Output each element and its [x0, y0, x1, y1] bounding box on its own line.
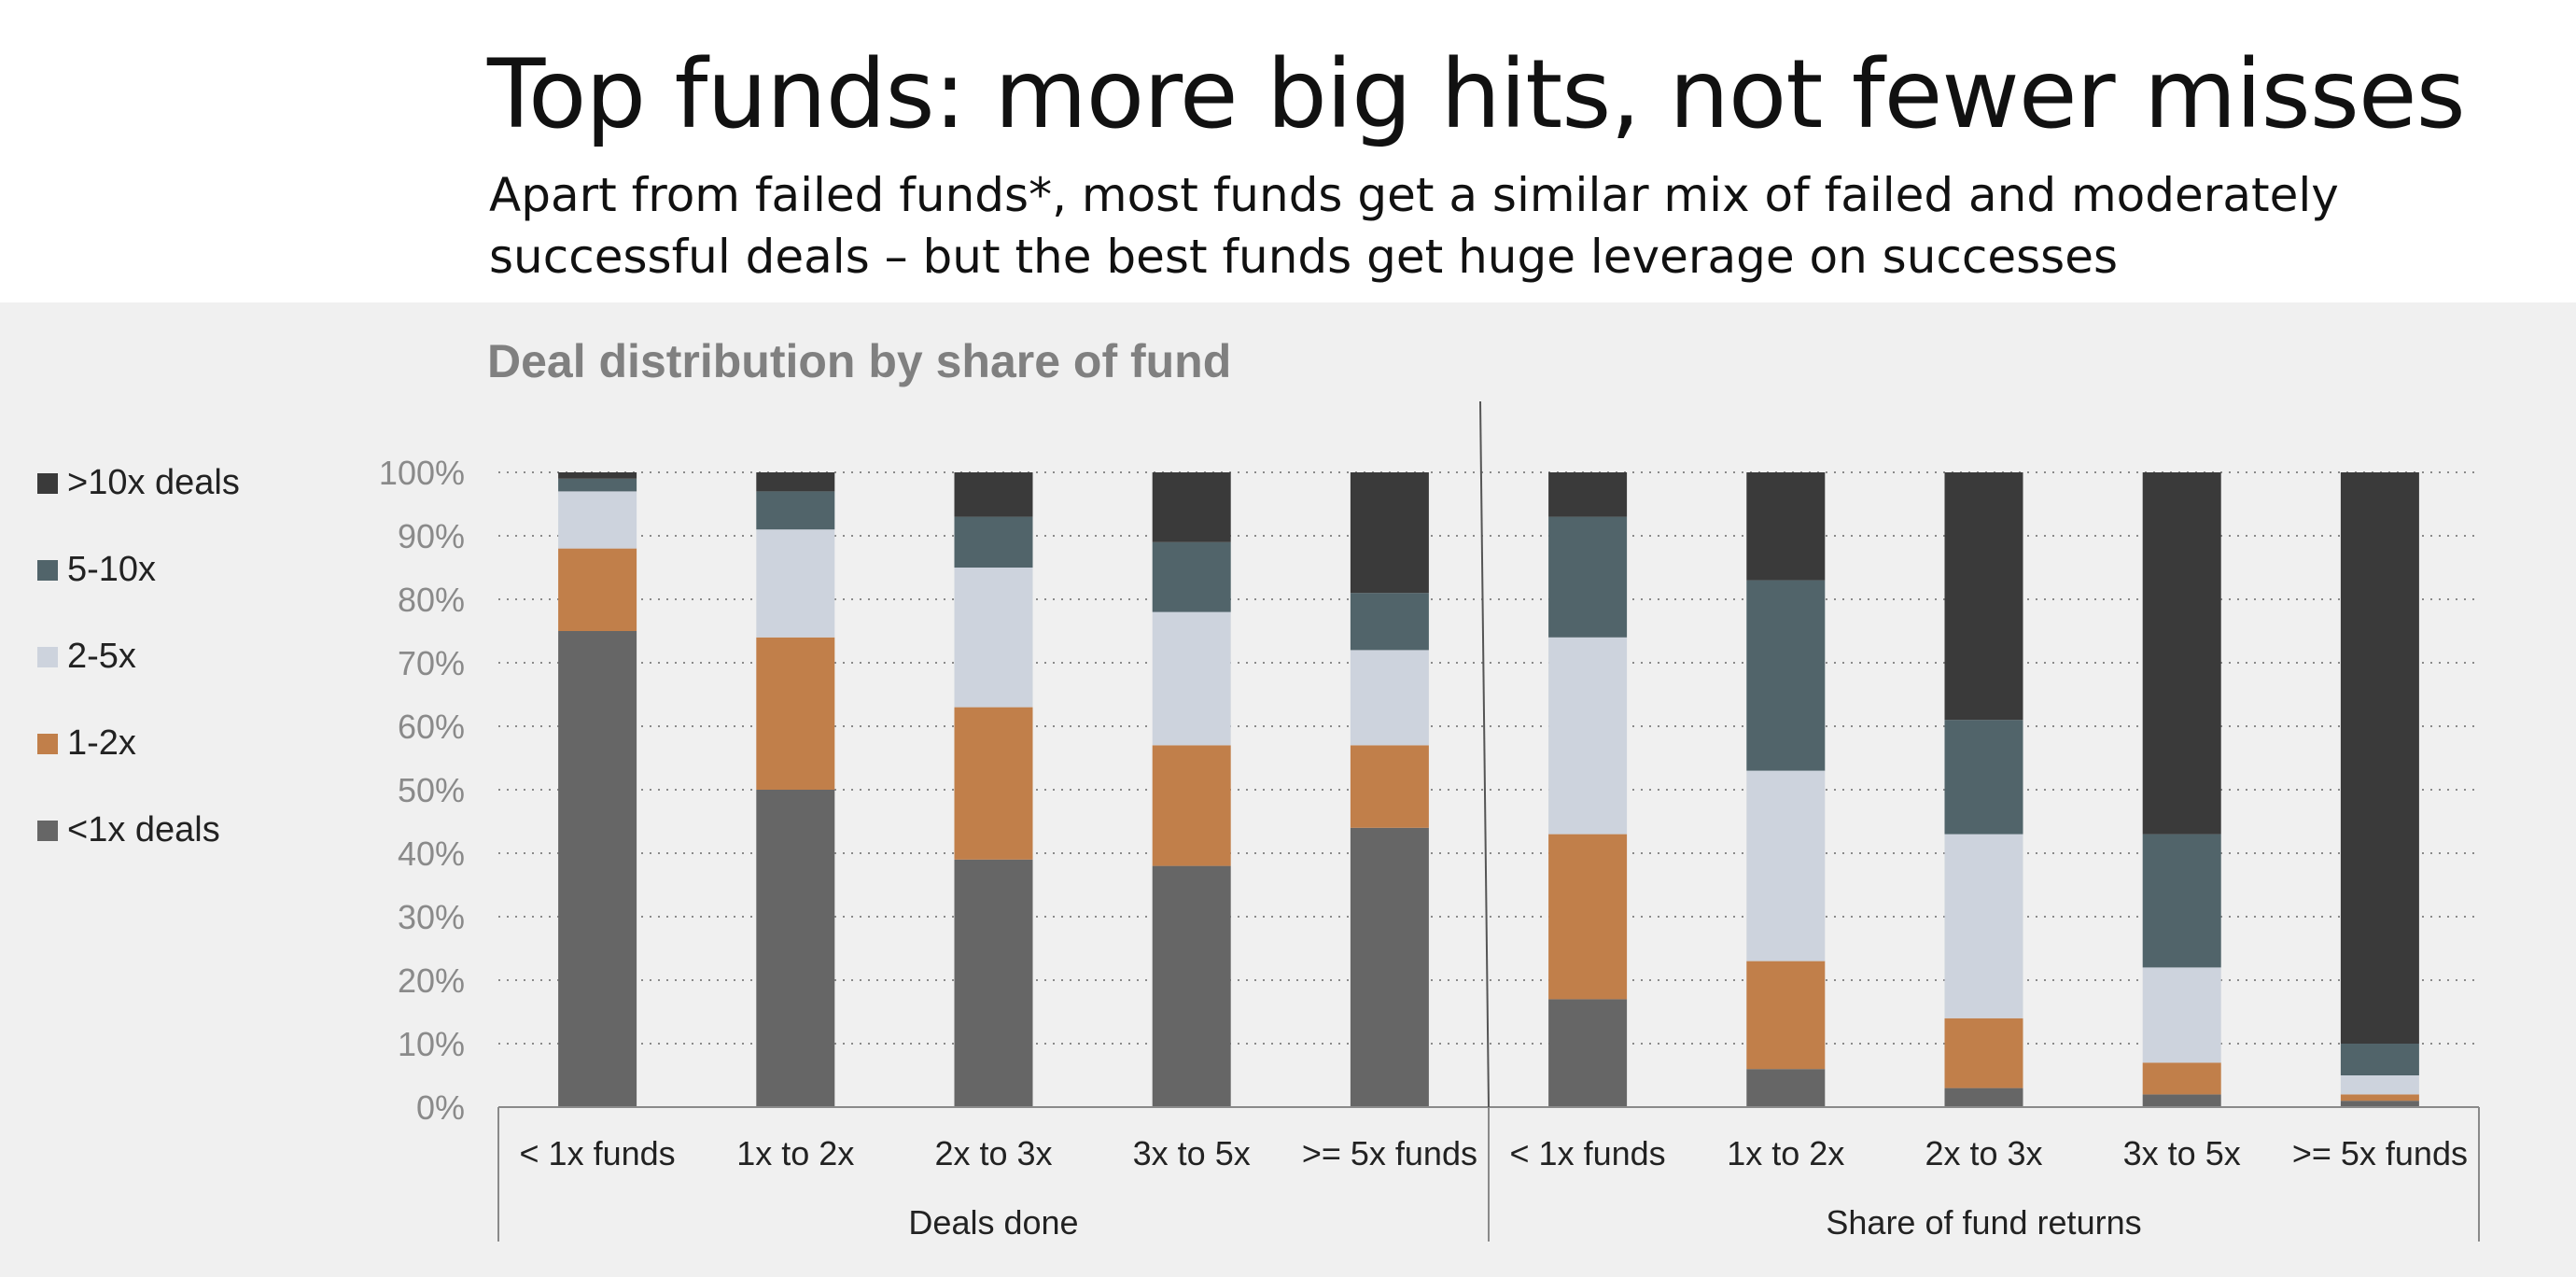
bar-segment — [1548, 999, 1628, 1107]
bar-segment — [1944, 472, 2023, 721]
bar-segment — [756, 637, 835, 790]
bar-segment — [2340, 1044, 2419, 1075]
x-tick-label: < 1x funds — [1510, 1134, 1666, 1172]
bar-segment — [1746, 770, 1826, 961]
bar-segment — [1152, 541, 1231, 612]
bar-segment — [756, 790, 835, 1107]
bar-segment — [954, 516, 1033, 568]
y-tick-label: 40% — [398, 835, 465, 873]
bar-segment — [1152, 745, 1231, 866]
bar-segment — [558, 491, 637, 549]
y-tick-label: 30% — [398, 898, 465, 936]
y-tick-label: 0% — [416, 1088, 465, 1127]
y-tick-label: 10% — [398, 1025, 465, 1063]
bar-segment — [558, 631, 637, 1107]
legend-item: <1x deals — [37, 810, 220, 850]
y-tick-label: 90% — [398, 517, 465, 555]
bar-segment — [1548, 472, 1628, 517]
x-tick-label: 2x to 3x — [1925, 1134, 2042, 1172]
bar-segment — [2340, 1094, 2419, 1102]
bar-segment — [954, 859, 1033, 1107]
bar-segment — [2142, 967, 2221, 1063]
legend-item: 1-2x — [37, 723, 136, 764]
group-label: Deals done — [908, 1203, 1078, 1242]
page-title: Top funds: more big hits, not fewer miss… — [487, 39, 2466, 150]
bar-segment — [756, 472, 835, 492]
bar-segment — [558, 478, 637, 492]
x-tick-label: >= 5x funds — [1302, 1134, 1477, 1172]
bar-segment — [1548, 834, 1628, 1000]
legend-item: 5-10x — [37, 550, 156, 590]
x-tick-label: < 1x funds — [520, 1134, 676, 1172]
x-tick-label: 1x to 2x — [1727, 1134, 1844, 1172]
x-tick-label: >= 5x funds — [2292, 1134, 2468, 1172]
x-tick-label: 1x to 2x — [736, 1134, 854, 1172]
legend-label: 5-10x — [67, 550, 157, 589]
bar-segment — [1152, 611, 1231, 746]
bar-segment — [954, 472, 1033, 517]
legend-swatch — [37, 560, 58, 581]
bar-segment — [954, 568, 1033, 708]
legend-label: 2-5x — [67, 637, 136, 676]
bar-segment — [2142, 834, 2221, 968]
bar-segment — [1152, 472, 1231, 542]
group-divider — [1479, 400, 1490, 1108]
bar-segment — [756, 529, 835, 638]
bar-segment — [1350, 745, 1429, 828]
bar-segment — [1746, 472, 1826, 581]
legend-label: >10x deals — [67, 463, 240, 502]
legend-swatch — [37, 473, 58, 494]
bar-segment — [1746, 580, 1826, 771]
bar-segment — [1746, 961, 1826, 1070]
legend-swatch — [37, 647, 58, 667]
bar-segment — [1944, 834, 2023, 1018]
y-tick-label: 100% — [379, 454, 465, 492]
bar-segment — [1944, 1088, 2023, 1107]
bar-segment — [2142, 1094, 2221, 1107]
y-tick-label: 60% — [398, 708, 465, 746]
bar-segment — [1944, 720, 2023, 835]
bar-segment — [1350, 827, 1429, 1107]
bar-segment — [1350, 472, 1429, 594]
y-tick-label: 50% — [398, 771, 465, 809]
legend-item: 2-5x — [37, 637, 136, 677]
chart-title: Deal distribution by share of fund — [487, 335, 1232, 387]
x-tick-label: 3x to 5x — [2123, 1134, 2241, 1172]
bar-segment — [2142, 472, 2221, 835]
bar-segment — [756, 491, 835, 530]
legend-swatch — [37, 734, 58, 754]
bar-segment — [1548, 516, 1628, 638]
y-tick-label: 20% — [398, 961, 465, 1000]
page-subtitle: Apart from failed funds*, most funds get… — [489, 168, 2339, 284]
bar-segment — [1350, 650, 1429, 746]
bar-segment — [2340, 472, 2419, 1044]
bar-segment — [1350, 593, 1429, 651]
group-label: Share of fund returns — [1826, 1203, 2141, 1242]
bar-segment — [558, 472, 637, 479]
bar-segment — [1548, 637, 1628, 835]
bar-segment — [1152, 865, 1231, 1107]
bar-segment — [2340, 1075, 2419, 1095]
y-tick-label: 80% — [398, 581, 465, 619]
legend-item: >10x deals — [37, 463, 240, 503]
x-tick-label: 2x to 3x — [934, 1134, 1052, 1172]
bar-segment — [1944, 1017, 2023, 1088]
bar-segment — [2340, 1101, 2419, 1107]
bar-segment — [1746, 1069, 1826, 1107]
legend-label: <1x deals — [67, 810, 220, 849]
y-tick-label: 70% — [398, 644, 465, 682]
bar-segment — [558, 548, 637, 631]
bar-segment — [2142, 1062, 2221, 1095]
legend-label: 1-2x — [67, 723, 136, 763]
legend-swatch — [37, 821, 58, 841]
x-tick-label: 3x to 5x — [1133, 1134, 1251, 1172]
bar-segment — [954, 707, 1033, 860]
